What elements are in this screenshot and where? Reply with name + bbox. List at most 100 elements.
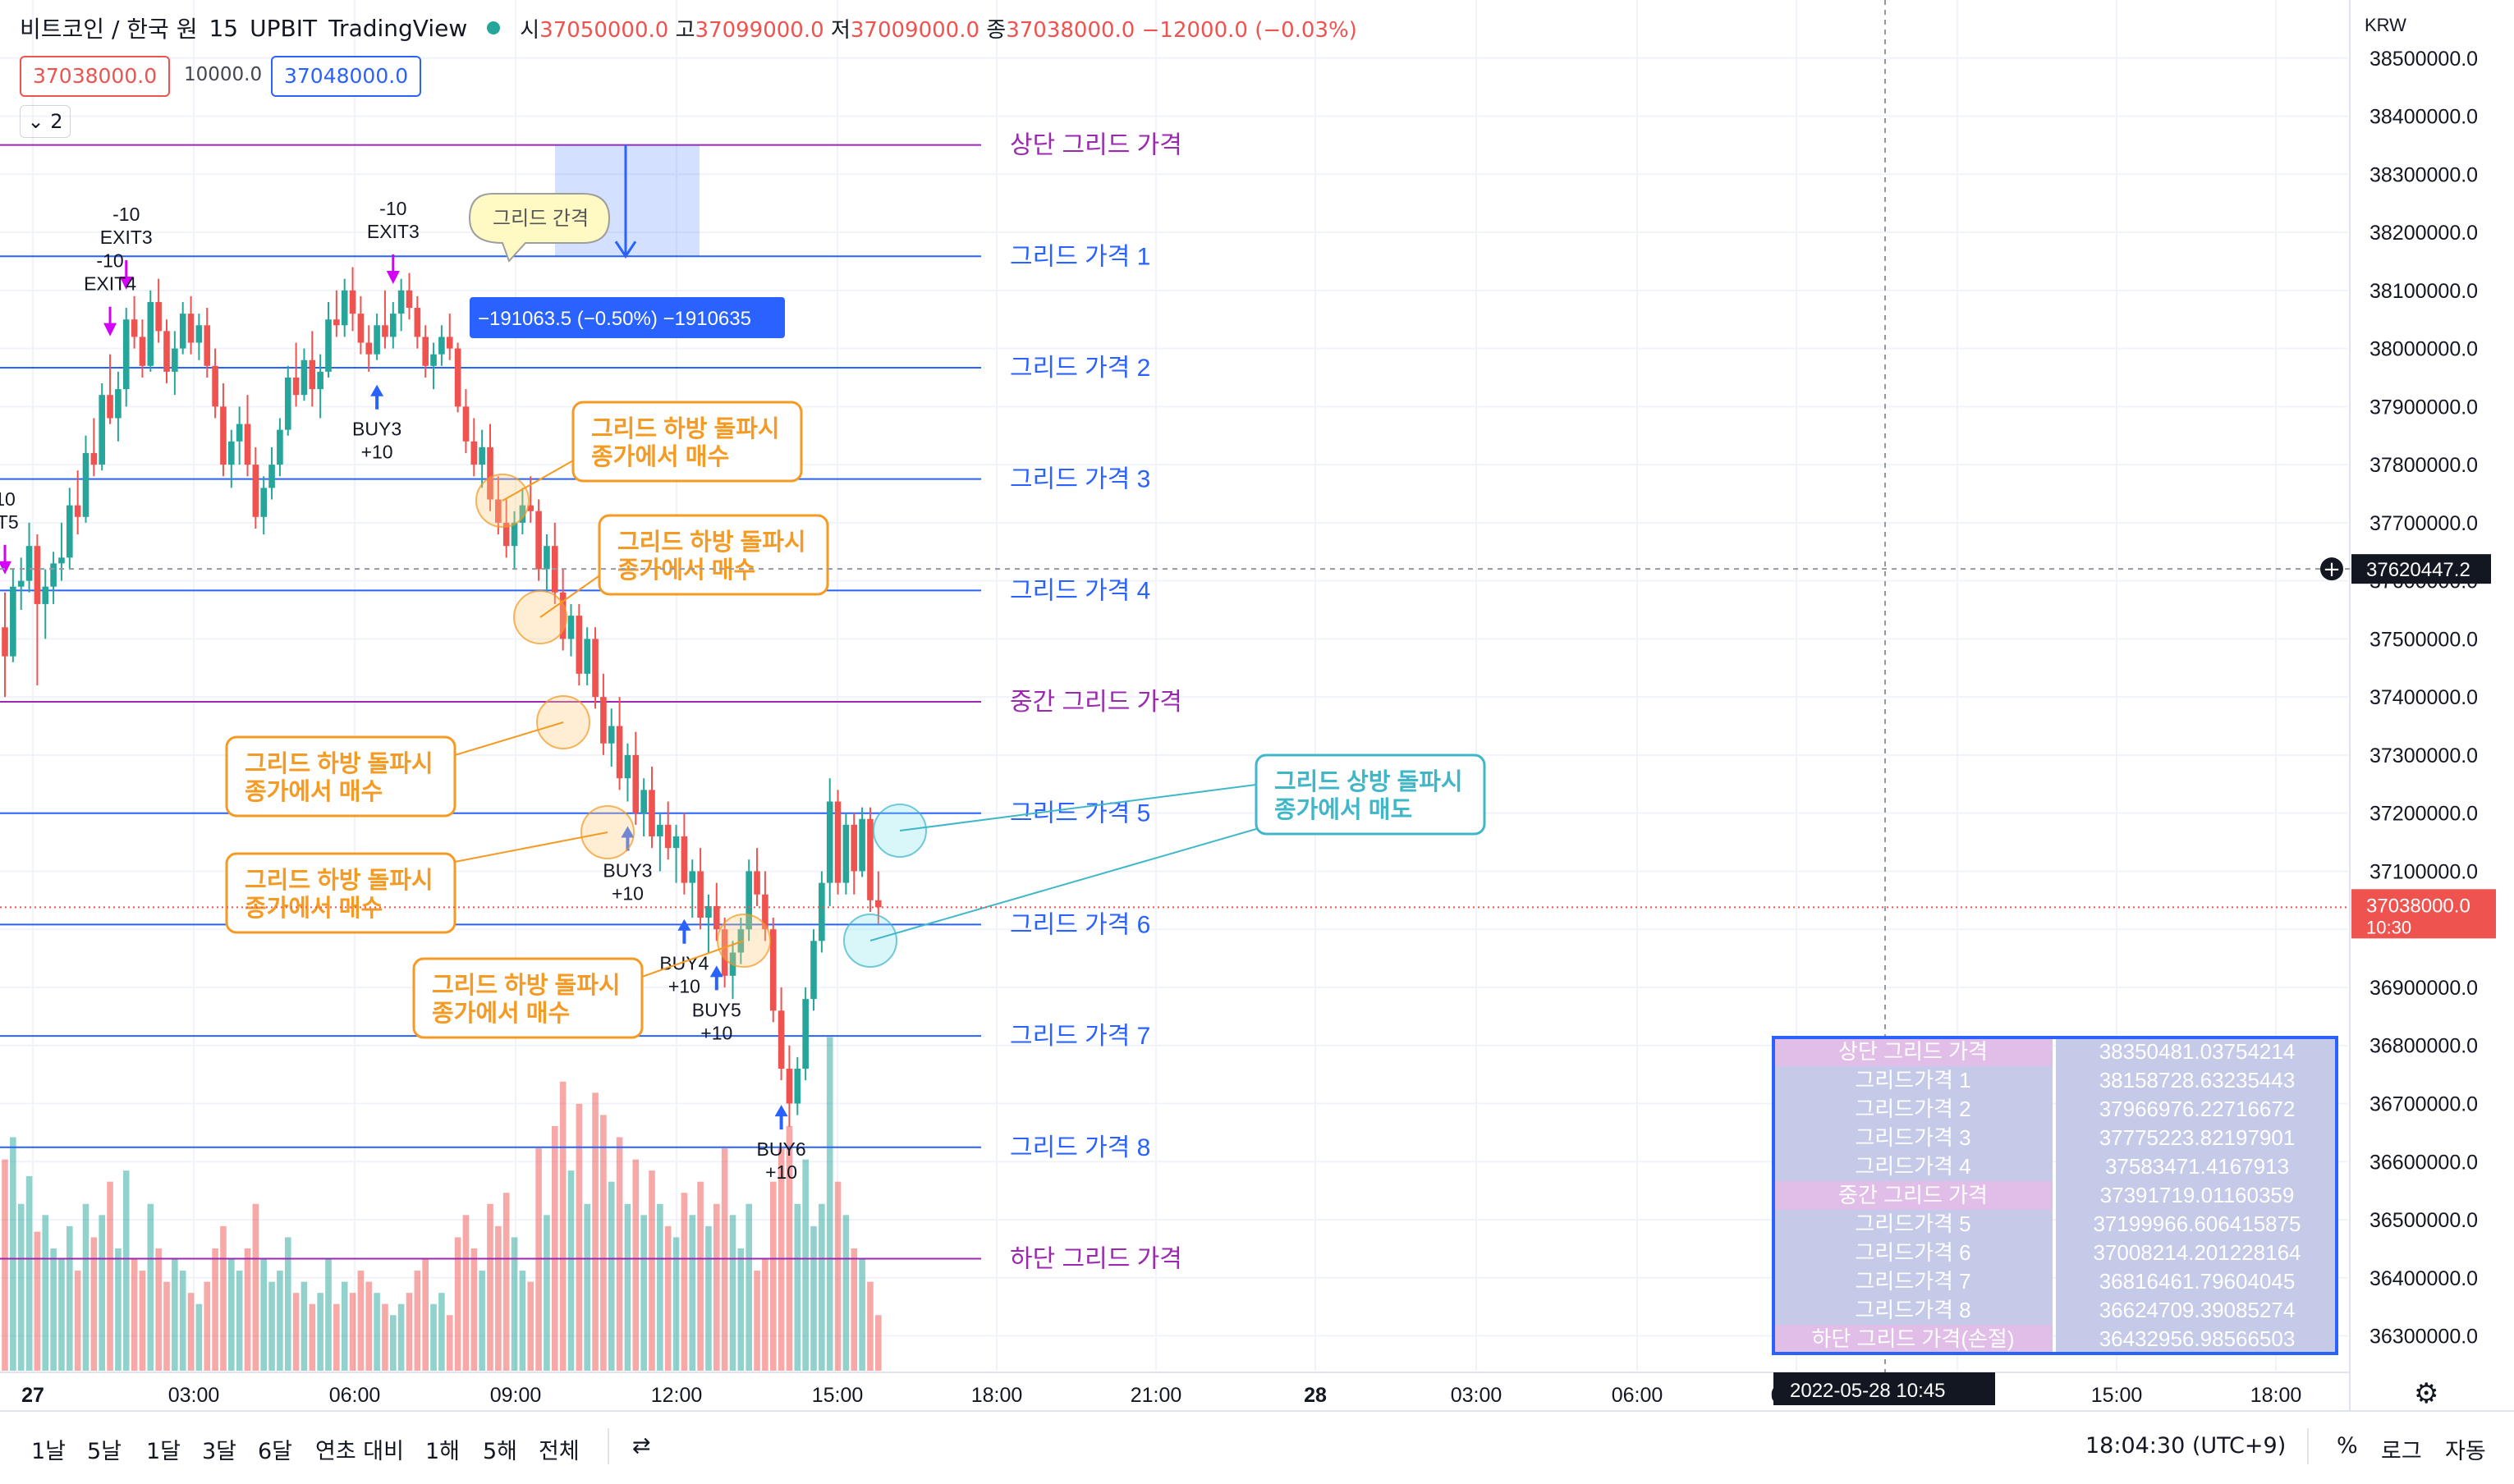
volume-bar — [357, 1271, 365, 1371]
log-toggle[interactable]: 로그 — [2381, 1439, 2422, 1464]
exit-signal-label: EXIT3 — [100, 227, 153, 248]
buy-signal-label: BUY5 — [692, 999, 741, 1020]
buy-signal-qty: +10 — [668, 976, 700, 997]
candle-body — [260, 488, 267, 517]
ohlc-values: 시37050000.0 고37099000.0 저37009000.0 종370… — [520, 17, 1357, 43]
range-5d[interactable]: 5날 — [87, 1439, 122, 1464]
volume-bar — [713, 1203, 720, 1371]
exit-signal-label: EXIT3 — [367, 221, 420, 242]
candle-body — [212, 365, 218, 407]
percent-toggle[interactable]: % — [2337, 1433, 2358, 1459]
volume-bar — [495, 1225, 502, 1371]
table-label-cell — [1773, 1239, 2053, 1267]
candle-body — [794, 1069, 801, 1104]
volume-bar — [50, 1248, 57, 1371]
buy-button[interactable]: 37048000.0 — [271, 56, 422, 97]
volume-bar — [737, 1248, 745, 1371]
volume-bar — [479, 1271, 485, 1371]
candle-body — [147, 301, 154, 366]
sell-button[interactable]: 37038000.0 — [20, 56, 171, 97]
settings-gear-icon[interactable]: ⚙ — [2414, 1377, 2439, 1410]
candle-body — [82, 452, 89, 517]
range-ytd[interactable]: 연초 대비 — [315, 1439, 404, 1464]
goto-date-icon[interactable]: ⇄ — [632, 1433, 651, 1459]
candle-body — [810, 941, 817, 1000]
gridline-label-g6: 그리드 가격 6 — [1010, 911, 1150, 938]
toolbar-divider — [608, 1428, 609, 1464]
clock[interactable]: 18:04:30 (UTC+9) — [2085, 1433, 2287, 1459]
candle-body — [397, 290, 405, 314]
buy-callout-4-line1: 그리드 하방 돌파시 — [245, 867, 434, 894]
table-label-cell — [1773, 1095, 2053, 1124]
candle-body — [479, 447, 485, 465]
range-1m[interactable]: 1달 — [146, 1439, 181, 1464]
table-label-cell — [1773, 1124, 2053, 1152]
candle-body — [649, 790, 655, 836]
candle-body — [576, 616, 583, 674]
price-tick-label: 38400000.0 — [2369, 106, 2478, 129]
candle-body — [179, 314, 186, 349]
volume-bar — [139, 1271, 146, 1371]
range-1d[interactable]: 1날 — [31, 1439, 67, 1464]
candle-body — [438, 337, 445, 355]
candle-body — [713, 905, 720, 930]
candle-body — [745, 871, 752, 930]
gridline-label-g1: 그리드 가격 1 — [1010, 243, 1150, 270]
buy-callout-1-box — [571, 401, 803, 483]
exchange: UPBIT — [250, 14, 318, 42]
volume-bar — [672, 1237, 680, 1371]
volume-bar — [195, 1303, 203, 1371]
buy-callout-2-box — [598, 514, 829, 596]
volume-bar — [519, 1271, 526, 1371]
volume-bar — [179, 1271, 186, 1371]
time-tick-label: 06:00 — [1612, 1384, 1663, 1407]
gridline-label-g4: 그리드 가격 4 — [1010, 577, 1150, 604]
volume-bar — [382, 1303, 388, 1371]
buy-callout-5-line2: 종가에서 매수 — [432, 1000, 570, 1027]
bottom-toolbar: 1날 5날 1달 3달 6달 연초 대비 1해 5해 전체 ⇄ 18:04:30… — [0, 1410, 2514, 1484]
table-label-cell — [1773, 1325, 2053, 1353]
candle-body — [681, 836, 688, 883]
buy-callout-1-line1: 그리드 하방 돌파시 — [591, 415, 780, 442]
exit-signal-qty: -10 — [379, 198, 406, 219]
auto-toggle[interactable]: 자동 — [2445, 1439, 2486, 1464]
candle-body — [325, 319, 332, 372]
time-tick-label: 15:00 — [812, 1384, 864, 1407]
crosshair-price-box — [2351, 554, 2491, 584]
table-value: 38350481.03754214 — [2099, 1039, 2296, 1064]
candle-body — [357, 314, 365, 343]
candle-body — [382, 325, 388, 337]
volume-bar — [786, 1125, 793, 1371]
interval[interactable]: 15 — [209, 14, 239, 42]
candle-body — [284, 377, 291, 430]
market-status-icon — [487, 21, 501, 34]
candle-body — [172, 348, 178, 372]
range-5y[interactable]: 5해 — [483, 1439, 518, 1464]
time-tick-label: 21:00 — [1131, 1384, 1182, 1407]
range-all[interactable]: 전체 — [539, 1439, 580, 1464]
volume-bar — [17, 1203, 25, 1371]
volume-bar — [438, 1293, 445, 1371]
range-6m[interactable]: 6달 — [258, 1439, 293, 1464]
measure-bubble — [468, 193, 611, 263]
range-1y[interactable]: 1해 — [425, 1439, 461, 1464]
candle-body — [511, 522, 518, 547]
price-tick-label: 36900000.0 — [2369, 977, 2478, 1000]
table-value-cell — [2056, 1152, 2337, 1181]
candle-body — [17, 580, 25, 587]
gridline-label-upper: 상단 그리드 가격 — [1010, 132, 1182, 159]
symbol-name[interactable]: 비트코인 / 한국 원 — [20, 16, 198, 43]
range-3m[interactable]: 3달 — [202, 1439, 237, 1464]
gridline-label-g7: 그리드 가격 7 — [1010, 1023, 1150, 1050]
price-tick-label: 38200000.0 — [2369, 222, 2478, 245]
price-tick-label: 37700000.0 — [2369, 512, 2478, 535]
volume-bar — [754, 1271, 760, 1371]
measure-tool[interactable]: −191063.5 (−0.50%) −1910635 그리드 간격 — [468, 144, 785, 338]
table-label: 상단 그리드 가격 — [1838, 1039, 1988, 1064]
legend-toggle-button[interactable]: ⌄ 2 — [20, 105, 71, 138]
buy-callout-1-pointer — [502, 459, 576, 502]
quantity-field[interactable]: 10000.0 — [184, 64, 263, 85]
candle-body — [495, 499, 502, 523]
candle-body — [600, 697, 607, 744]
